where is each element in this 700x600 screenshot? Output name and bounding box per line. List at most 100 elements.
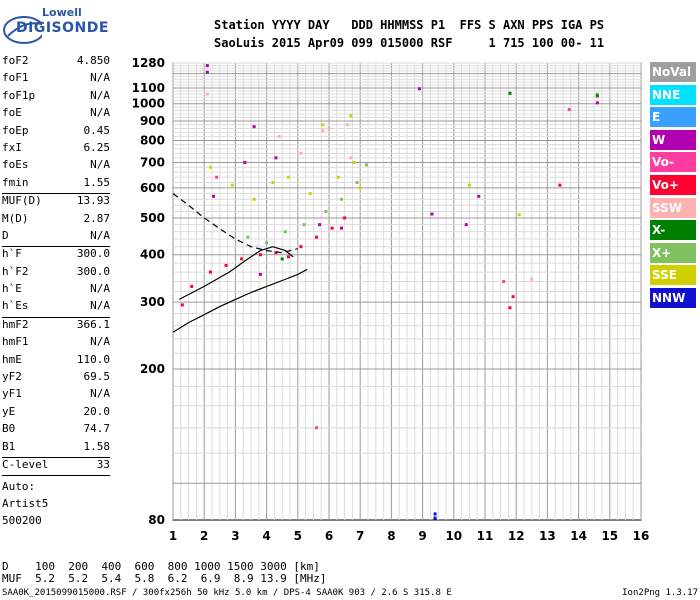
echo-point-nnw (433, 512, 437, 516)
echo-point-vo (208, 270, 212, 274)
trace-profile (172, 268, 308, 333)
x-tick-label: 11 (477, 529, 494, 543)
echo-point-x (595, 92, 599, 96)
y-tick-label: 800 (140, 133, 165, 147)
echo-point-vo (258, 253, 262, 257)
y-tick-label: 300 (140, 295, 165, 309)
param-value: 4.850 (76, 54, 110, 67)
x-tick-label: 16 (633, 529, 650, 543)
x-tick-label: 2 (200, 529, 208, 543)
echo-point-nnw (433, 516, 437, 520)
param-label: h`E (2, 282, 22, 296)
param-value: 1.58 (83, 439, 111, 453)
param-value: N/A (90, 282, 110, 296)
param-value: N/A (90, 228, 110, 242)
echo-point-ssw (321, 128, 325, 132)
echo-point-sse (252, 197, 256, 201)
echo-point-vo (215, 175, 219, 179)
param-label: foF2 (2, 54, 29, 67)
param-label: h`F (2, 247, 22, 261)
param-value: N/A (90, 299, 110, 313)
echo-point-w (258, 272, 262, 276)
echo-point-sse (208, 165, 212, 169)
param-row: h`E N/A (2, 282, 110, 299)
echo-point-x (364, 163, 368, 167)
echo-point-x (508, 91, 512, 95)
polarization-legend: NoVal NNE E W Vo- Vo+ SSW X- X+ SSE NNW (650, 62, 696, 311)
param-row: D N/A (2, 229, 110, 246)
y-tick-label: 1280 (132, 56, 165, 70)
muf-values: 5.2 5.2 5.4 5.8 6.2 6.9 8.9 13.9 [MHz] (35, 572, 327, 585)
x-tick-label: 6 (325, 529, 333, 543)
param-label: hmF1 (2, 335, 29, 349)
param-label: B1 (2, 439, 16, 453)
echo-point-sse (308, 191, 312, 195)
echo-point-vo (508, 306, 512, 310)
footer: SAA0K_2015099015000.RSF / 300fx256h 50 k… (2, 588, 698, 598)
x-tick-label: 13 (539, 529, 556, 543)
echo-point-w (477, 194, 481, 198)
muf-label: MUF (2, 572, 22, 585)
trace-model (172, 193, 298, 254)
param-label: yE (2, 404, 16, 418)
echo-point-sse (467, 183, 471, 187)
param-divider (2, 456, 110, 458)
y-tick-label: 1000 (132, 97, 165, 111)
param-value: 110.0 (76, 352, 110, 366)
param-label: foF1 (2, 71, 29, 85)
auto-label: Auto: (2, 480, 36, 493)
echo-point-vo (511, 295, 515, 299)
param-row: C-level 33 (2, 458, 110, 475)
legend-e: E (650, 107, 696, 128)
param-divider (2, 193, 110, 195)
legend-vo: Vo- (650, 152, 696, 173)
autoscaling-info: Auto: Artist5 500200 (2, 478, 48, 529)
param-value: 20.0 (83, 404, 111, 418)
legend-vo: Vo+ (650, 174, 696, 195)
param-value: 1.55 (83, 175, 111, 189)
echo-point-ssw (277, 134, 281, 138)
y-tick-label: 700 (140, 155, 165, 169)
footer-file-info: SAA0K_2015099015000.RSF / 300fx256h 50 k… (2, 588, 452, 598)
param-label: foE (2, 106, 22, 120)
axis-ticks: 1 2 3 4 5 6 7 8 9 10 11 12 13 14 15 1680200300400500600… (132, 56, 650, 543)
digisonde-logo: Lowell DIGISONDE (2, 6, 112, 46)
param-value: N/A (90, 335, 110, 349)
y-tick-label: 900 (140, 114, 165, 128)
param-value: N/A (90, 387, 110, 401)
param-row: fxI 6.25 (2, 141, 110, 158)
echo-point-vo (240, 257, 244, 261)
muf-row: MUF 5.2 5.2 5.4 5.8 6.2 6.9 8.9 13.9 [MH… (2, 572, 327, 585)
echo-point-sse (230, 183, 234, 187)
x-tick-label: 8 (387, 529, 395, 543)
echo-points (180, 64, 599, 520)
param-label: yF2 (2, 370, 22, 384)
plot-grid (172, 62, 642, 521)
param-label: C-level (2, 457, 49, 471)
echo-point-w (417, 87, 421, 91)
param-row: MUF(D) 13.93 (2, 194, 110, 211)
param-label: foEs (2, 158, 29, 172)
x-tick-label: 5 (294, 529, 302, 543)
legend-sse: SSE (650, 265, 696, 286)
echo-point-x (324, 209, 328, 213)
echo-point-w (318, 223, 322, 227)
echo-point-vo (315, 235, 319, 239)
param-label: h`F2 (2, 264, 29, 278)
param-value: N/A (90, 106, 110, 120)
echo-point-sse (517, 213, 521, 217)
param-label: D (2, 228, 9, 242)
param-row: foEp 0.45 (2, 124, 110, 141)
param-row: foEs N/A (2, 158, 110, 175)
param-row: foF1 N/A (2, 71, 110, 88)
legend-noval: NoVal (650, 62, 696, 82)
param-row: M(D) 2.87 (2, 212, 110, 229)
param-value: 0.45 (83, 123, 111, 137)
param-value: 74.7 (83, 422, 111, 436)
echo-point-x (265, 241, 269, 245)
x-tick-label: 9 (418, 529, 426, 543)
echo-point-w (274, 156, 278, 160)
scaled-parameters-panel: foF2 4.850 foF1 N/A foF1p N/A foE N/A foEp 0.45 fx… (2, 54, 111, 477)
echo-point-sse (352, 160, 356, 164)
